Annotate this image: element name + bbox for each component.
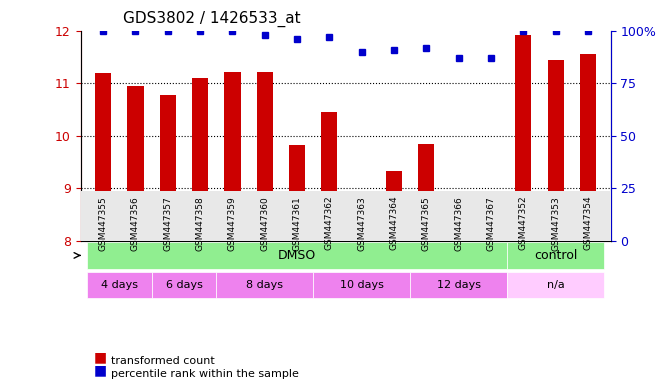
Text: GSM447360: GSM447360 [260,196,269,250]
Text: GSM447359: GSM447359 [228,196,237,250]
Text: GSM447361: GSM447361 [293,196,301,250]
FancyBboxPatch shape [87,242,507,269]
Bar [95,73,111,241]
Text: transformed count: transformed count [111,356,215,366]
Text: n/a: n/a [547,280,564,290]
Text: GSM447356: GSM447356 [131,196,140,250]
FancyBboxPatch shape [216,271,313,298]
Bar [418,144,434,241]
Text: 8 days: 8 days [246,280,283,290]
Bar [160,95,176,241]
FancyBboxPatch shape [87,271,152,298]
Text: GSM447357: GSM447357 [163,196,172,250]
Text: GSM447353: GSM447353 [551,196,560,250]
Text: ■: ■ [94,363,107,377]
Text: GSM447363: GSM447363 [357,196,366,250]
Bar [224,72,240,241]
FancyBboxPatch shape [410,271,507,298]
FancyBboxPatch shape [507,271,604,298]
Bar [257,72,273,241]
FancyBboxPatch shape [152,271,216,298]
Text: 12 days: 12 days [437,280,480,290]
Text: GSM447364: GSM447364 [390,196,399,250]
Text: GSM447355: GSM447355 [99,196,107,250]
Bar [192,78,208,241]
Bar [386,171,402,241]
Text: 4 days: 4 days [101,280,138,290]
Text: GDS3802 / 1426533_at: GDS3802 / 1426533_at [123,10,301,26]
Text: GSM447352: GSM447352 [519,196,528,250]
Text: GSM447362: GSM447362 [325,196,334,250]
Text: 6 days: 6 days [166,280,203,290]
Bar [515,35,531,241]
Text: ■: ■ [94,350,107,364]
Text: GSM447366: GSM447366 [454,196,463,250]
Bar [483,200,499,241]
Bar [548,60,564,241]
Bar [289,145,305,241]
FancyBboxPatch shape [313,271,410,298]
Bar [451,198,467,241]
Text: percentile rank within the sample: percentile rank within the sample [111,369,299,379]
Text: GSM447354: GSM447354 [584,196,592,250]
Text: DMSO: DMSO [278,249,316,262]
Text: GSM447367: GSM447367 [486,196,495,250]
Text: GSM447358: GSM447358 [196,196,205,250]
Text: control: control [534,249,577,262]
Text: 10 days: 10 days [340,280,384,290]
Bar [354,195,370,241]
Bar [580,55,596,241]
Bar [127,86,144,241]
Bar [321,112,338,241]
Text: GSM447365: GSM447365 [422,196,431,250]
FancyBboxPatch shape [507,242,604,269]
